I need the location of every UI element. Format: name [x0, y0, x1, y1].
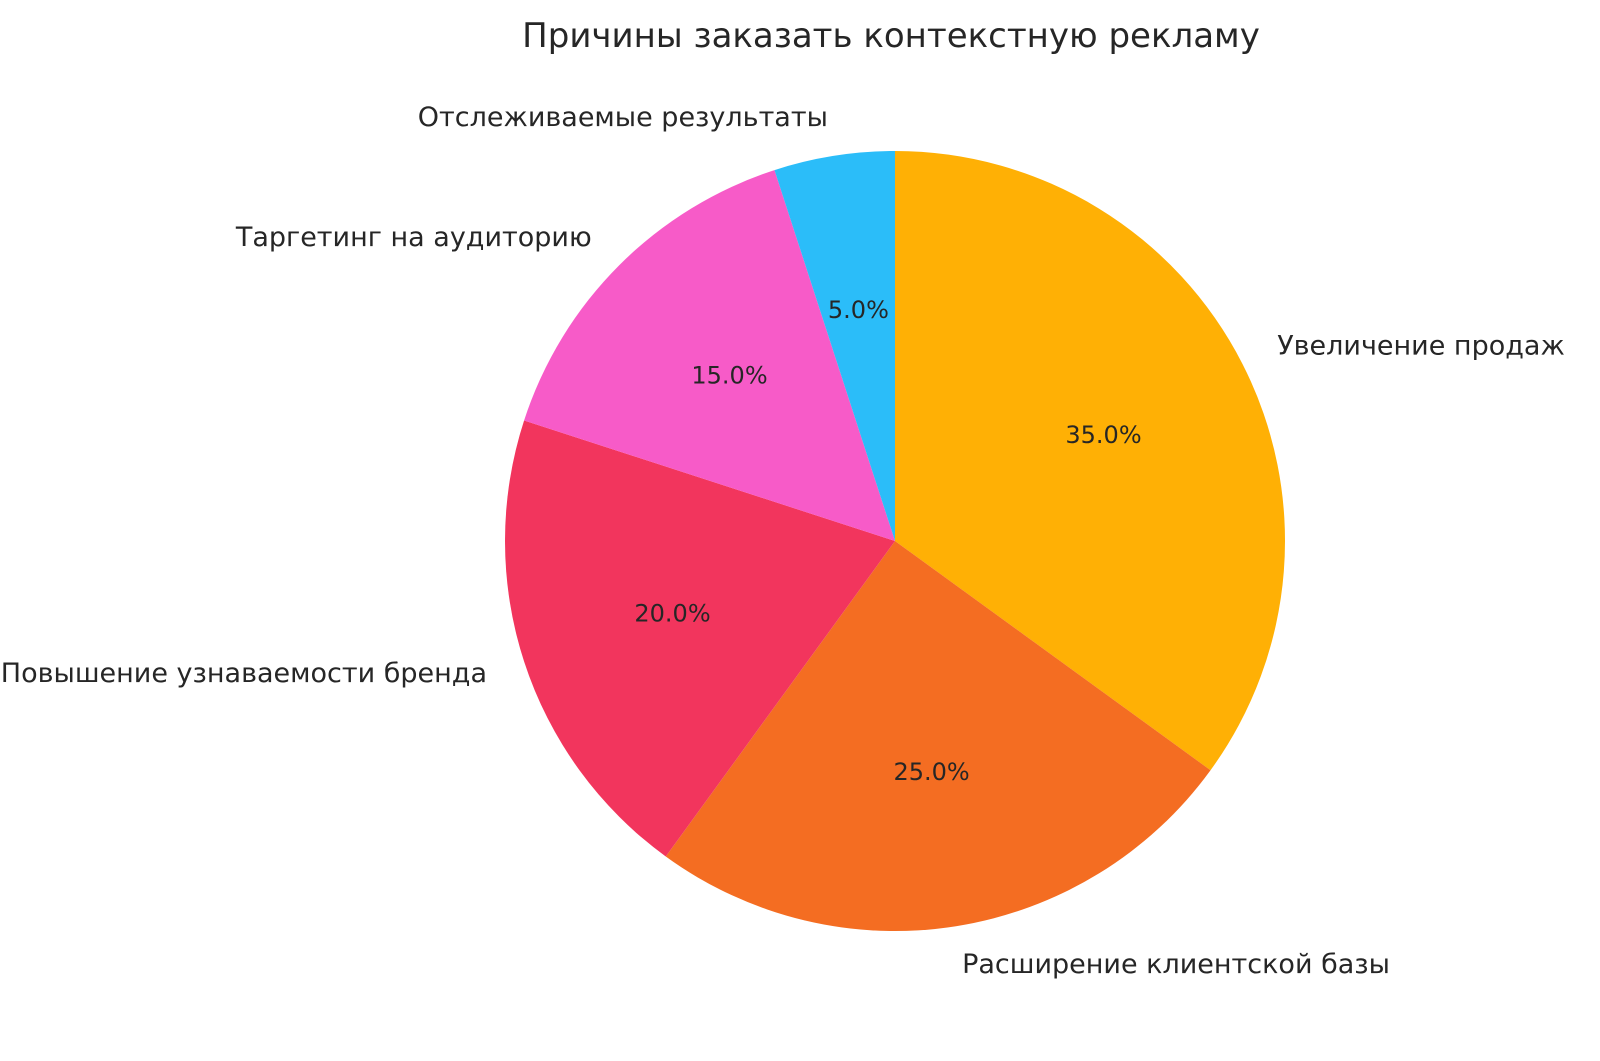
pie-slices	[504, 151, 1286, 932]
slice-percent-label-0: 35.0%	[1065, 421, 1141, 449]
slice-percent-label-2: 20.0%	[634, 599, 710, 627]
pie-category-labels: Увеличение продаж Расширение клиентской б…	[1, 102, 1565, 980]
pie-slice-1	[665, 541, 1211, 932]
slice-category-label-0: Увеличение продаж	[1277, 331, 1565, 362]
slice-category-label-1: Расширение клиентской базы	[962, 949, 1390, 980]
slice-percent-label-4: 5.0%	[828, 296, 889, 324]
slice-percent-label-1: 25.0%	[893, 758, 969, 786]
pie-slice-3	[524, 170, 895, 541]
pie-percent-labels: 35.0% 25.0% 20.0% 15.0% 5.0%	[634, 296, 1141, 786]
pie-slice-2	[504, 420, 895, 857]
pie-slice-0	[895, 151, 1286, 771]
slice-category-label-3: Таргетинг на аудиторию	[235, 222, 592, 253]
slice-percent-label-3: 15.0%	[691, 362, 767, 390]
chart-title: Причины заказать контекстную рекламу	[522, 16, 1260, 56]
slice-category-label-2: Повышение узнаваемости бренда	[1, 658, 487, 689]
pie-slice-4	[774, 151, 895, 541]
slice-category-label-4: Отслеживаемые результаты	[418, 102, 828, 133]
